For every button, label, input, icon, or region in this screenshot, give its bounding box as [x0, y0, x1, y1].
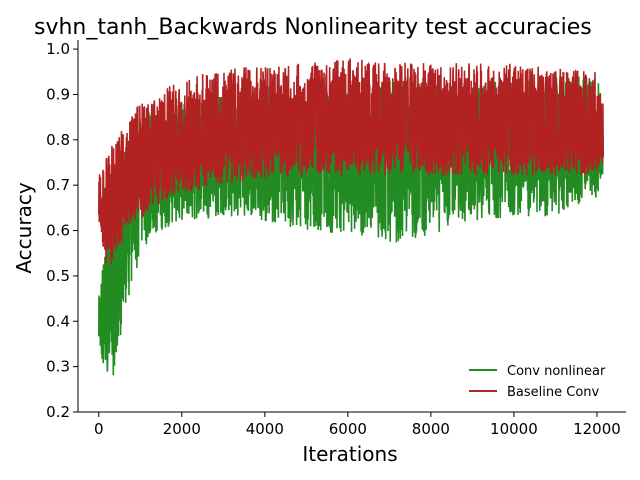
y-tick-label: 0.8 [46, 131, 70, 149]
x-tick-label: 8000 [412, 420, 450, 438]
x-axis-label: Iterations [302, 442, 397, 466]
axes: 0 2000 4000 6000 8000 10000 12000 0.2 0.3 0.4 0.5 0… [46, 40, 626, 438]
y-tick-label: 0.5 [46, 267, 70, 285]
plot-area [98, 58, 604, 376]
x-tick-label: 2000 [163, 420, 201, 438]
x-tick-label: 10000 [490, 420, 538, 438]
series-line-baseline-conv [98, 58, 604, 265]
legend-label-baseline-conv: Baseline Conv [507, 385, 600, 400]
x-tick-label: 4000 [246, 420, 284, 438]
y-tick-label: 1.0 [46, 40, 70, 58]
y-tick-label: 0.3 [46, 358, 70, 376]
y-tick-label: 0.4 [46, 312, 70, 330]
y-tick-label: 0.6 [46, 222, 70, 240]
y-tick-label: 0.2 [46, 403, 70, 421]
legend-label-conv-nonlinear: Conv nonlinear [507, 364, 606, 379]
x-tick-label: 6000 [329, 420, 367, 438]
chart-title: svhn_tanh_Backwards Nonlinearity test ac… [34, 15, 592, 40]
legend: Conv nonlinear Baseline Conv [469, 364, 606, 400]
y-tick-label: 0.7 [46, 176, 70, 194]
x-tick-label: 12000 [573, 420, 621, 438]
y-tick-label: 0.9 [46, 85, 70, 103]
y-axis-label: Accuracy [12, 182, 36, 273]
x-tick-label: 0 [94, 420, 104, 438]
